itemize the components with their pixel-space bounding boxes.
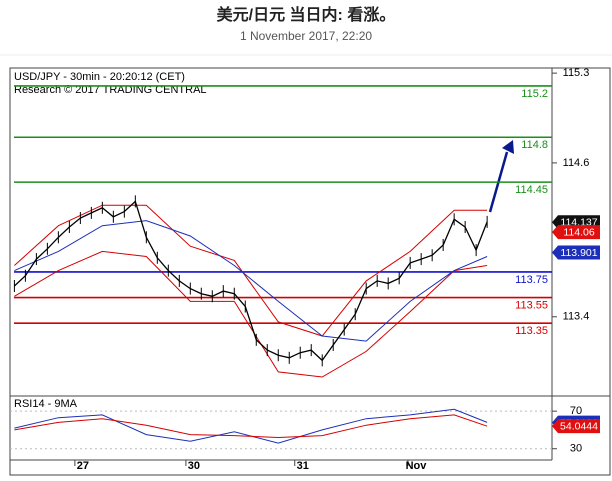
level-label: 114.8 bbox=[521, 139, 548, 151]
x-tick-label: 27 bbox=[77, 460, 89, 472]
y-tick-label: 113.4 bbox=[563, 311, 590, 323]
level-label: 113.35 bbox=[515, 325, 548, 337]
overlay-line bbox=[14, 204, 488, 337]
x-tick-label: Nov bbox=[406, 460, 428, 472]
level-label: 113.75 bbox=[515, 274, 548, 286]
y-tick-label: 70 bbox=[570, 405, 582, 417]
price-tag-label: 114.06 bbox=[563, 226, 594, 238]
level-label: 114.45 bbox=[515, 184, 548, 196]
x-tick-label: 31 bbox=[297, 460, 309, 472]
overlay-line bbox=[14, 250, 488, 378]
y-tick-label: 114.6 bbox=[563, 157, 590, 169]
title: 美元/日元 当日内: 看涨。 bbox=[217, 5, 396, 24]
x-tick-label: 30 bbox=[188, 460, 200, 472]
overlay-line bbox=[14, 220, 488, 342]
price-tag bbox=[552, 419, 600, 434]
forecast-arrow-head bbox=[502, 140, 514, 154]
series-line bbox=[14, 408, 488, 444]
subtitle: 1 November 2017, 22:20 bbox=[240, 29, 372, 43]
y-tick-label: 115.3 bbox=[563, 67, 590, 79]
level-label: 113.55 bbox=[515, 299, 548, 311]
price-tag bbox=[552, 225, 600, 240]
series-line bbox=[14, 414, 488, 439]
price-tag bbox=[552, 245, 600, 260]
chart-label: Research © 2017 TRADING CENTRAL bbox=[14, 84, 207, 96]
level-label: 115.2 bbox=[521, 88, 548, 100]
price-line bbox=[13, 200, 488, 362]
price-tag-label: 113.901 bbox=[560, 247, 597, 259]
chart-label: USD/JPY - 30min - 20:20:12 (CET) bbox=[14, 71, 185, 83]
frame bbox=[9, 67, 611, 476]
y-tick-label: 30 bbox=[570, 443, 582, 455]
price-tag-label: 54.0444 bbox=[560, 420, 598, 432]
rsi-title: RSI14 - 9MA bbox=[14, 398, 78, 410]
